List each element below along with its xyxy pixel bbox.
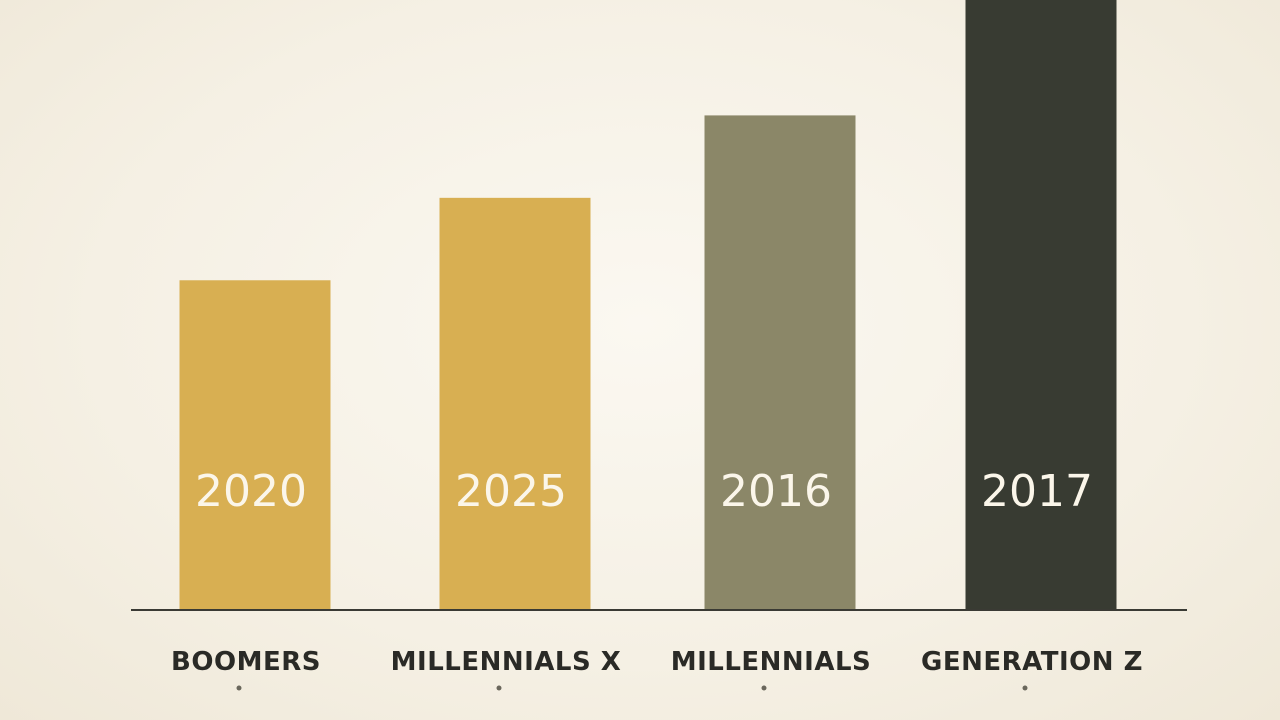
category-tick-dot — [1022, 685, 1028, 691]
category-tick-dot — [761, 685, 767, 691]
bar-boomers — [179, 280, 331, 610]
bars-group: 2020 2025 2016 2017 — [179, 0, 1117, 611]
category-labels-group: BOOMERS MILLENNIALS X MILLENNIALS GENERATIO… — [171, 647, 1143, 691]
category-label: MILLENNIALS X — [391, 647, 622, 677]
bar-data-label: 2020 — [195, 466, 307, 517]
bar-millennials-x — [439, 197, 591, 611]
bar-millennials — [704, 115, 856, 611]
bar-generation-z — [965, 0, 1117, 610]
category-tick-dot — [236, 685, 242, 691]
bar-data-label: 2017 — [981, 466, 1093, 517]
category-label: MILLENNIALS — [671, 647, 872, 677]
category-label: GENERATION Z — [921, 647, 1143, 677]
bar-data-label: 2016 — [720, 466, 832, 517]
category-label: BOOMERS — [171, 647, 321, 677]
bar-data-label: 2025 — [455, 466, 567, 517]
category-tick-dot — [496, 685, 502, 691]
